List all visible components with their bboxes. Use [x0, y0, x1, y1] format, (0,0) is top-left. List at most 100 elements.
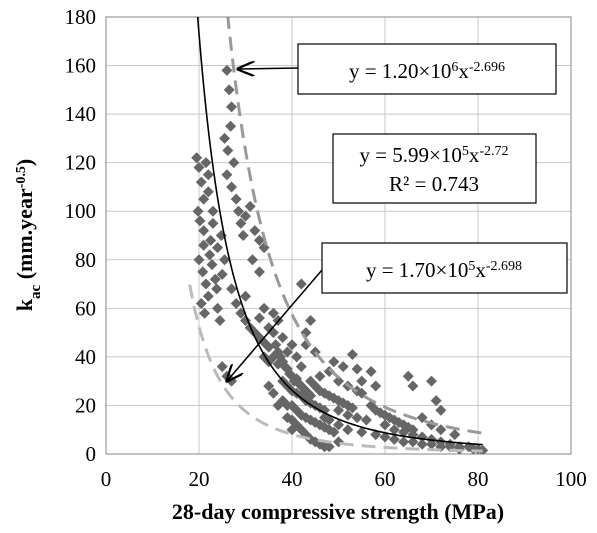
data-point — [267, 387, 279, 399]
data-point — [342, 409, 354, 421]
data-point — [388, 424, 400, 436]
data-point — [388, 433, 400, 445]
data-point — [407, 436, 419, 448]
data-point — [295, 278, 307, 290]
y-tick-label: 140 — [65, 102, 97, 126]
data-point — [286, 424, 298, 436]
data-point — [328, 426, 340, 438]
data-point — [416, 438, 428, 450]
data-point — [198, 239, 210, 251]
data-point — [202, 186, 214, 198]
data-point — [398, 426, 410, 438]
data-point — [267, 307, 279, 319]
data-point — [199, 307, 211, 319]
y-axis-title: kac (mm.year-0.5) — [12, 159, 44, 311]
y-tick-label: 20 — [75, 393, 96, 417]
data-point — [263, 322, 275, 334]
y-tick-label: 0 — [86, 442, 97, 466]
data-point — [402, 370, 414, 382]
data-point — [195, 176, 207, 188]
data-point — [193, 254, 205, 266]
data-point — [221, 169, 233, 181]
data-point — [430, 395, 442, 407]
y-axis-title-unit: (mm.year — [12, 188, 37, 285]
data-point — [342, 424, 354, 436]
data-point — [194, 215, 206, 227]
lower-fit-box — [321, 242, 568, 294]
data-point — [223, 84, 235, 96]
y-axis-title-unit-sup: -0.5 — [14, 166, 29, 188]
lower-fit-equation: y = 1.70×105x-2.698 — [366, 258, 522, 282]
upper-fit-box — [297, 43, 557, 95]
data-point — [219, 254, 231, 266]
data-point — [281, 346, 293, 358]
data-point — [346, 402, 358, 414]
data-point — [222, 145, 234, 157]
data-point — [263, 380, 275, 392]
y-tick-label: 160 — [65, 54, 97, 78]
data-point — [225, 120, 237, 132]
y-axis-title-unit-end: ) — [12, 159, 37, 166]
data-point — [205, 234, 217, 246]
x-axis-title: 28-day compressive strength (MPa) — [172, 499, 504, 524]
lower-fit-arrow — [227, 269, 323, 381]
mean-fit-equation: y = 5.99×105x-2.72 — [359, 143, 508, 167]
data-point — [281, 412, 293, 424]
data-point — [198, 193, 210, 205]
data-point — [253, 312, 265, 324]
data-point — [212, 242, 224, 254]
upper-fit-equation: y = 1.20×106x-2.696 — [349, 59, 505, 83]
data-point — [202, 169, 214, 181]
data-point — [351, 412, 363, 424]
data-point — [305, 314, 317, 326]
data-point — [214, 314, 226, 326]
plot-frame — [105, 16, 572, 455]
data-point — [198, 225, 210, 237]
data-point — [356, 426, 368, 438]
x-tick-labels: 0 20 40 60 80 100 — [101, 467, 587, 491]
data-point — [226, 101, 238, 113]
data-point — [291, 351, 303, 363]
x-tick-label: 60 — [375, 467, 396, 491]
data-point — [191, 152, 203, 164]
data-point — [426, 375, 437, 387]
data-point — [230, 193, 242, 205]
data-point — [435, 424, 447, 436]
data-point — [197, 266, 209, 278]
data-point — [253, 266, 265, 278]
y-tick-label: 40 — [75, 345, 96, 369]
data-point — [226, 181, 238, 193]
data-point — [228, 157, 240, 169]
data-point — [365, 365, 377, 377]
x-tick-label: 40 — [282, 467, 303, 491]
data-point — [435, 404, 447, 416]
data-point — [202, 290, 214, 302]
x-tick-label: 80 — [468, 467, 489, 491]
data-point — [272, 358, 284, 370]
upper-fit-arrow — [238, 68, 299, 69]
data-point — [426, 438, 437, 450]
data-point — [235, 217, 247, 229]
data-point — [277, 331, 289, 343]
data-point — [221, 64, 233, 76]
data-point — [240, 290, 251, 302]
data-point — [286, 339, 298, 351]
data-point — [398, 436, 410, 448]
mean-fit-curve — [196, 17, 483, 446]
data-point — [258, 302, 270, 314]
lower-fit-curve — [188, 284, 483, 453]
data-point — [333, 419, 344, 431]
x-tick-label: 100 — [555, 467, 587, 491]
data-point — [249, 225, 261, 237]
data-point — [281, 399, 293, 411]
data-point — [207, 217, 219, 229]
data-point — [216, 268, 228, 280]
mean-fit-box — [332, 133, 537, 204]
data-point — [200, 278, 212, 290]
y-axis-title-sub: ac — [28, 284, 44, 299]
data-point — [212, 302, 224, 314]
data-point — [246, 254, 258, 266]
data-point — [244, 200, 256, 212]
y-tick-label: 100 — [65, 199, 97, 223]
